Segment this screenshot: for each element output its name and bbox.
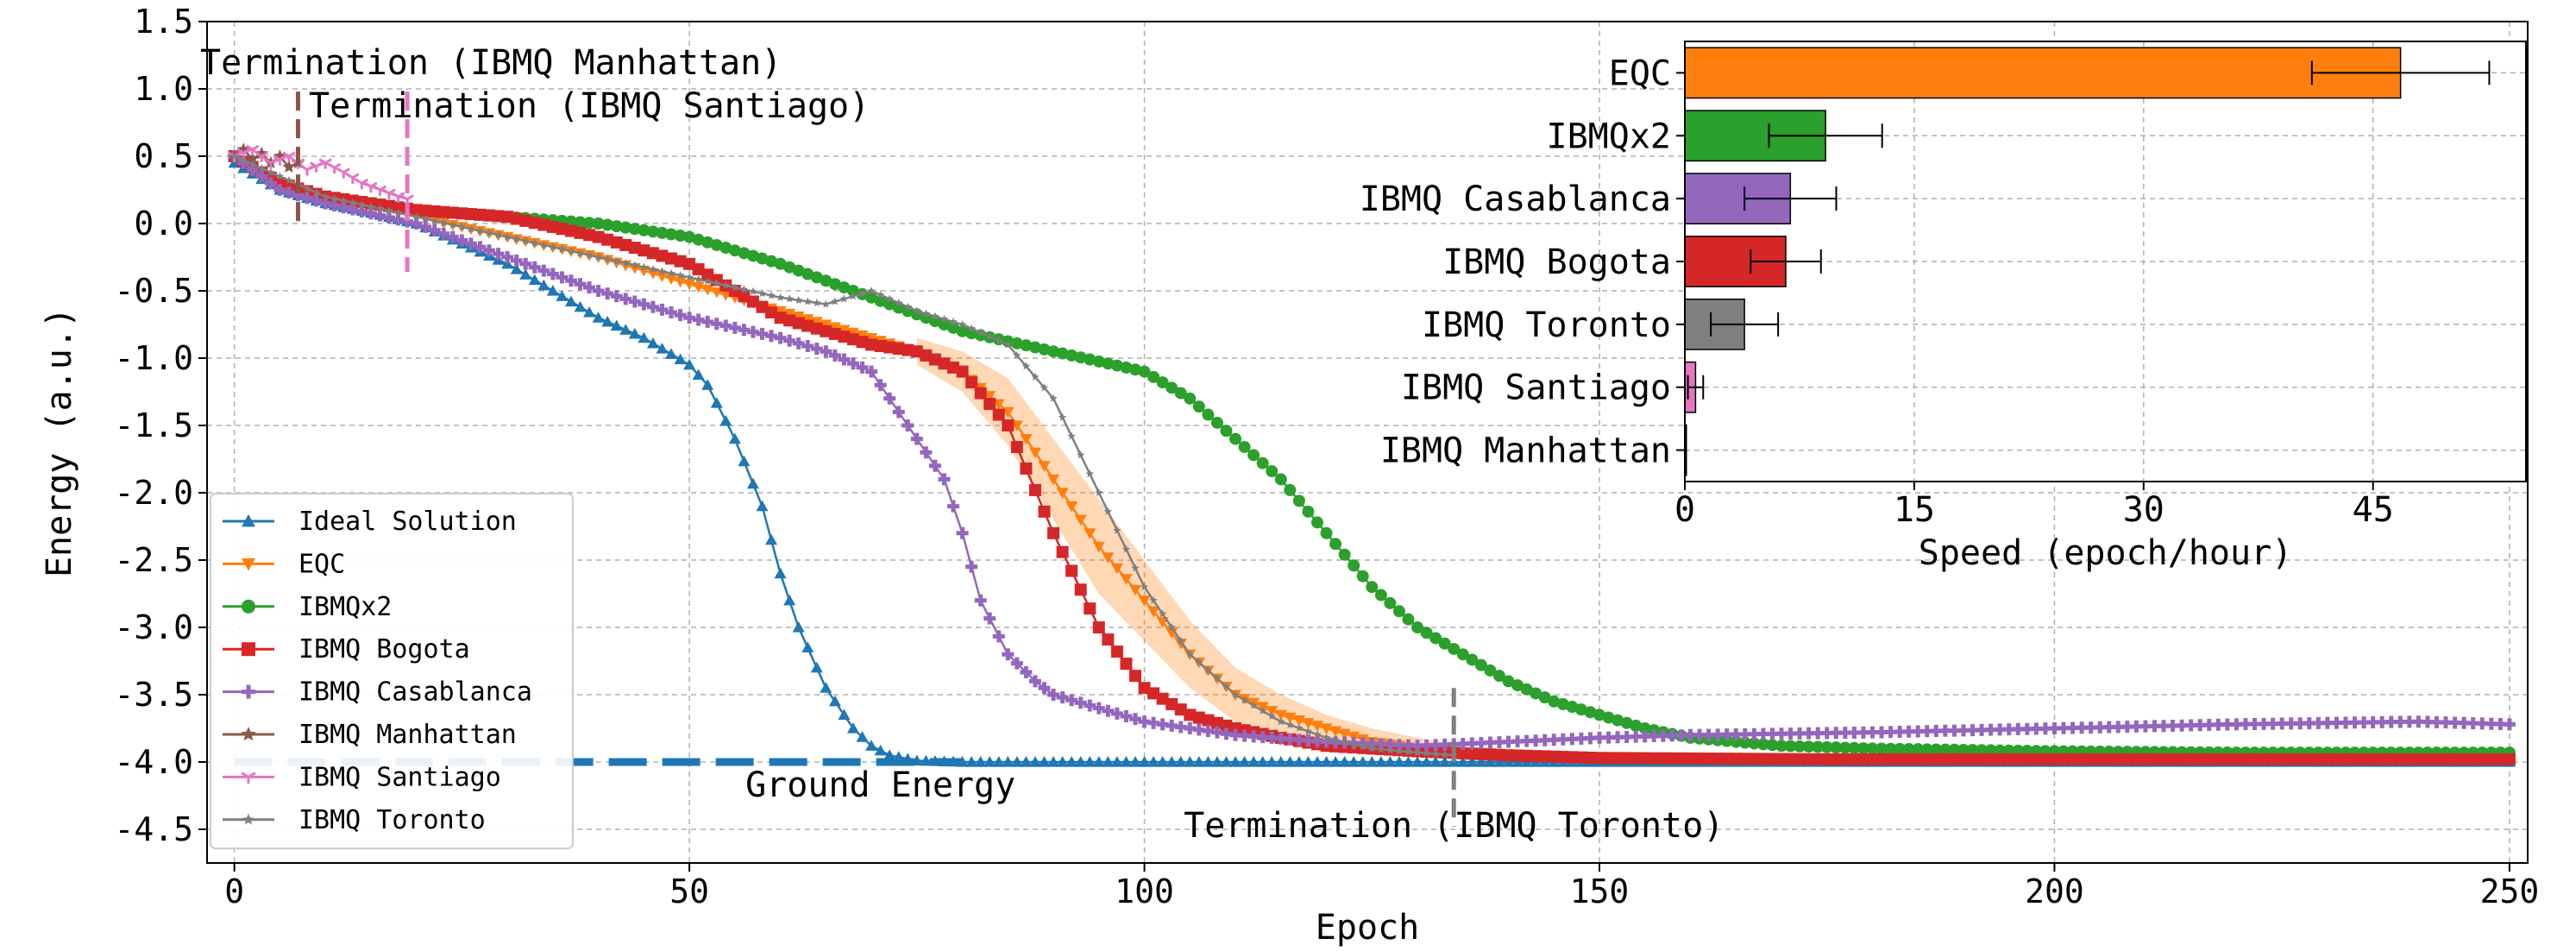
inset-error-bar <box>1744 186 1838 211</box>
legend-label: IBMQx2 <box>298 592 392 622</box>
y-tick-label: -4.5 <box>114 810 193 848</box>
series-markers <box>228 150 2516 765</box>
eqc-confidence-band <box>916 337 1463 757</box>
main-series <box>227 142 2516 767</box>
legend-label: IBMQ Casablanca <box>298 677 532 708</box>
inset-category-label: IBMQ Casablanca <box>1360 179 1671 219</box>
y-tick-label: 1.5 <box>134 3 193 41</box>
ground-energy-label: Ground Energy <box>745 765 1015 805</box>
inset-x-tick-label: 30 <box>2123 490 2164 530</box>
termination-annotations: Termination (IBMQ Manhattan)Termination … <box>200 43 1724 846</box>
eqc-band-area <box>916 337 1463 757</box>
x-tick-label: 0 <box>224 872 244 910</box>
y-tick-label: 1.0 <box>134 70 193 108</box>
inset-category-label: EQC <box>1609 54 1671 93</box>
inset-x-tick-label: 15 <box>1894 490 1935 530</box>
x-tick-label: 200 <box>2025 872 2084 910</box>
inset-x-axis-label: Speed (epoch/hour) <box>1919 533 2292 573</box>
x-axis-label: Epoch <box>1316 908 1419 948</box>
inset-category-label: IBMQ Santiago <box>1401 368 1671 408</box>
x-tick-label: 150 <box>1570 872 1630 910</box>
y-tick-label: -1.5 <box>114 406 193 444</box>
termination-label: Termination (IBMQ Santiago) <box>309 86 870 126</box>
legend-label: Ideal Solution <box>298 507 517 537</box>
termination-label: Termination (IBMQ Manhattan) <box>200 43 782 83</box>
y-tick-label: -4.0 <box>114 743 193 781</box>
legend-label: IBMQ Santiago <box>298 762 501 792</box>
legend-label: IBMQ Manhattan <box>298 720 517 750</box>
termination-label: Termination (IBMQ Toronto) <box>1184 806 1724 846</box>
legend-label: EQC <box>298 549 345 579</box>
inset-bar <box>1684 47 2402 99</box>
y-tick-label: -3.0 <box>114 608 193 646</box>
x-tick-label: 250 <box>2480 872 2540 910</box>
legend-item: EQC <box>223 549 345 579</box>
y-tick-label: -0.5 <box>114 272 193 310</box>
inset-error-bar <box>1710 312 1780 337</box>
y-tick-label: -3.5 <box>114 676 193 714</box>
legend-item: Ideal Solution <box>223 507 517 537</box>
y-tick-label: 0.0 <box>134 205 193 242</box>
y-tick-label: -2.0 <box>114 474 193 512</box>
inset-category-label: IBMQ Bogota <box>1442 242 1671 282</box>
inset-error-bar <box>1750 249 1822 274</box>
inset-category-label: IBMQx2 <box>1547 117 1672 156</box>
main-plot-frame <box>206 21 2529 864</box>
legend-item: IBMQ Manhattan <box>223 720 517 750</box>
inset-ticks: 0 15 30 45 EQC IBMQx2 IBMQ Casablanca IBMQ Bogo… <box>1360 54 2394 530</box>
legend-item: IBMQ Santiago <box>223 762 501 792</box>
inset-x-tick-label: 0 <box>1674 490 1695 530</box>
legend-label: IBMQ Toronto <box>298 805 486 835</box>
legend-label: IBMQ Bogota <box>298 634 470 664</box>
legend-item: IBMQ Casablanca <box>223 677 532 708</box>
main-ticks: 0 50 100 150 200 2501.51.00.50.0-0.5-1.0-1.5-… <box>114 3 2539 910</box>
x-tick-label: 50 <box>669 872 709 910</box>
legend-box <box>210 493 574 850</box>
inset-error-bar <box>2310 60 2491 85</box>
series-ibmq-santiago <box>227 144 414 205</box>
legend-item: IBMQ Bogota <box>223 634 470 664</box>
legend: Ideal Solution EQC IBMQx2 IBMQ Bogota IBMQ C… <box>210 493 574 850</box>
legend-item: IBMQ Toronto <box>223 805 486 835</box>
y-axis-label: Energy (a.u.) <box>40 307 79 577</box>
legend-item: IBMQx2 <box>223 592 392 622</box>
y-tick-label: -1.0 <box>114 339 193 377</box>
x-tick-label: 100 <box>1115 872 1174 910</box>
inset-category-label: IBMQ Manhattan <box>1380 431 1671 471</box>
inset-x-tick-label: 45 <box>2353 490 2394 530</box>
inset-category-label: IBMQ Toronto <box>1422 305 1671 345</box>
y-tick-label: 0.5 <box>134 137 193 175</box>
inset-error-bar <box>1687 375 1705 400</box>
y-tick-label: -2.5 <box>114 541 193 579</box>
inset-error-bar <box>1768 123 1883 148</box>
